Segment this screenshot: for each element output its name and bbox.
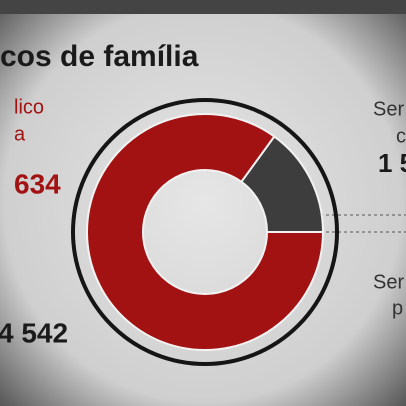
annotation: 4 542 (0, 317, 68, 348)
slice (86, 113, 325, 351)
annotation: 1 5 (378, 148, 406, 178)
top-edge (0, 0, 406, 14)
annotation: Ser (373, 98, 404, 120)
annotation: a (14, 123, 26, 145)
annotation: Ser (373, 271, 404, 293)
annotation: c (396, 125, 406, 147)
slice (240, 135, 325, 233)
annotation: lico (14, 96, 44, 118)
chart-title: cos de família (0, 40, 199, 73)
annotation: p (392, 297, 403, 319)
annotation: 634 (14, 168, 61, 199)
outer-ring (71, 98, 339, 366)
